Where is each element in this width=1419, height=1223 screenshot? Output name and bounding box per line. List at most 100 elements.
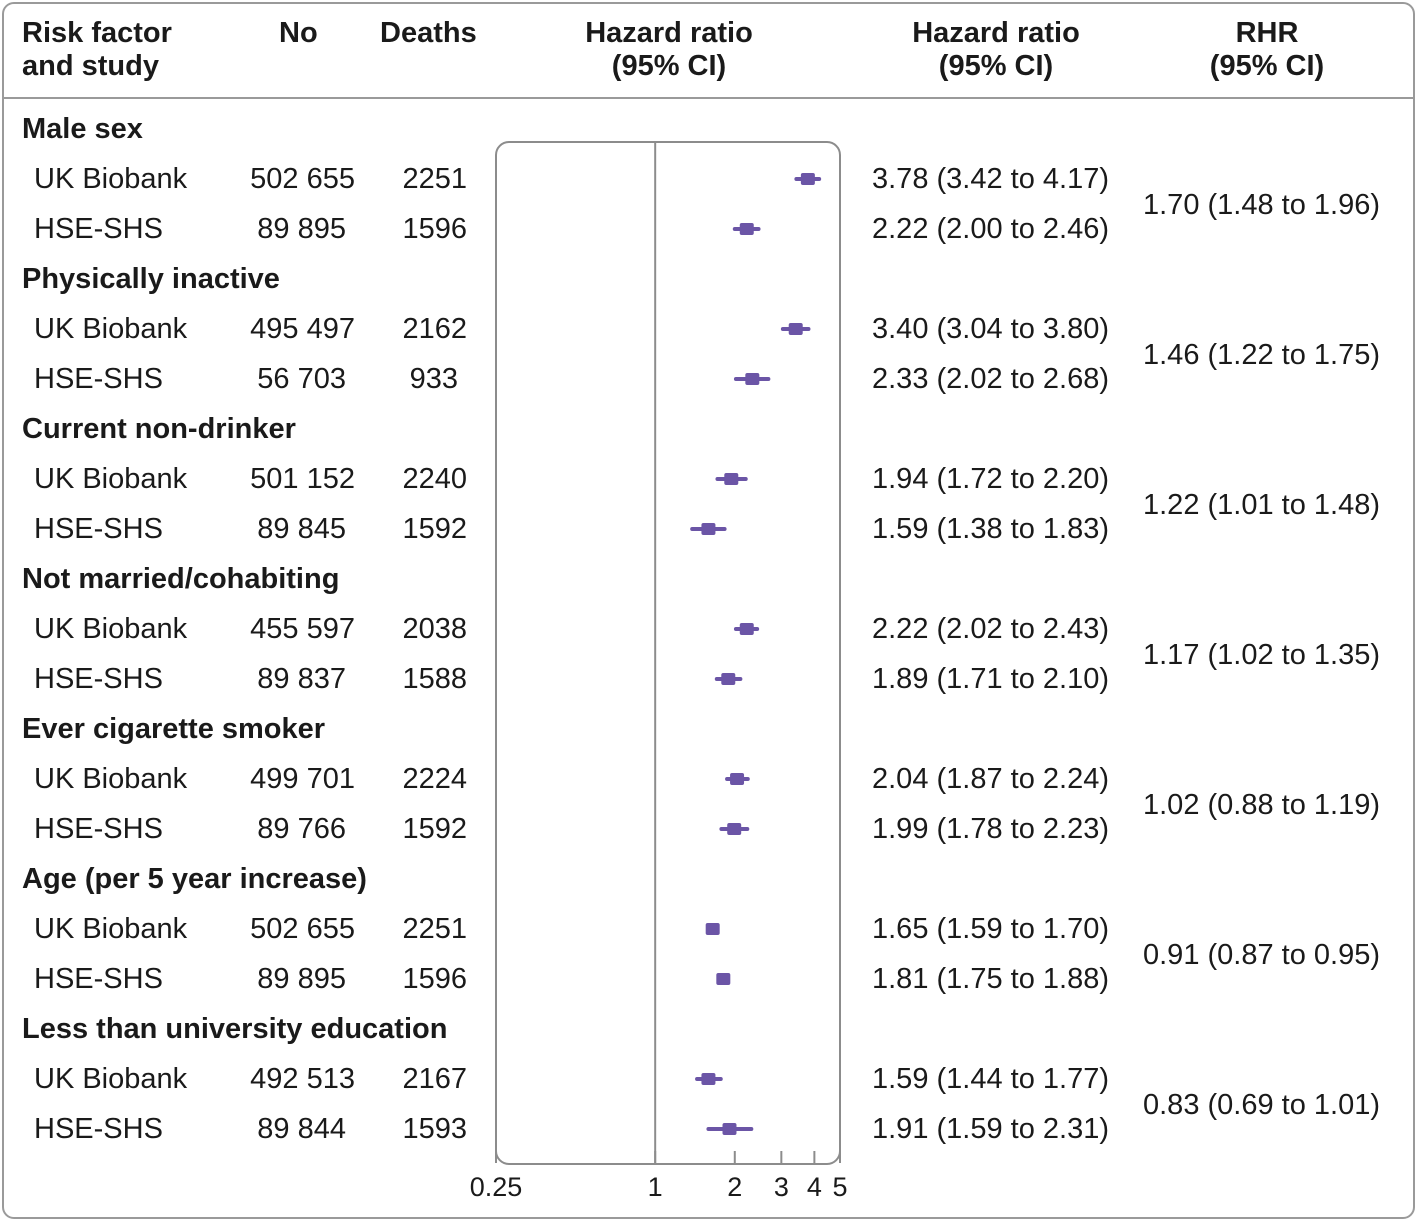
point-estimate-marker — [721, 673, 736, 685]
x-tick-label: 3 — [774, 1172, 789, 1202]
point-estimate-marker — [716, 973, 731, 985]
point-estimate-marker — [745, 373, 760, 385]
header-hr-plot-line1: Hazard ratio — [585, 17, 753, 49]
study-label: HSE-SHS — [34, 1113, 163, 1145]
point-estimate-marker — [727, 823, 742, 835]
point-estimate-marker — [722, 1123, 737, 1135]
x-tick-label: 4 — [807, 1172, 822, 1202]
hr-text: 3.78 (3.42 to 4.17) — [872, 163, 1109, 195]
point-estimate-marker — [724, 473, 739, 485]
n-value: 56 703 — [257, 363, 346, 395]
header-hazard-ratio-text: Hazard ratio (95% CI) — [896, 17, 1096, 83]
study-label: HSE-SHS — [34, 513, 163, 545]
n-value: 502 655 — [250, 163, 355, 195]
deaths-value: 1593 — [402, 1113, 467, 1145]
n-value: 89 837 — [257, 663, 346, 695]
n-value: 492 513 — [250, 1063, 355, 1095]
rhr-value: 0.83 (0.69 to 1.01) — [1143, 1089, 1380, 1121]
header-risk-factor-line2: and study — [22, 50, 159, 82]
group-label: Physically inactive — [22, 263, 280, 295]
header-rhr-line1: RHR — [1235, 17, 1299, 49]
point-estimate-marker — [701, 1073, 716, 1085]
n-value: 89 766 — [257, 813, 346, 845]
hr-text: 1.59 (1.38 to 1.83) — [872, 513, 1109, 545]
deaths-value: 1596 — [402, 963, 467, 995]
deaths-value: 2224 — [402, 763, 467, 795]
study-label: UK Biobank — [34, 763, 188, 795]
deaths-value: 2240 — [402, 463, 467, 495]
n-value: 499 701 — [250, 763, 355, 795]
n-value: 455 597 — [250, 613, 355, 645]
header-rhr: RHR (95% CI) — [1167, 17, 1367, 83]
deaths-value: 1592 — [402, 513, 467, 545]
rhr-value: 0.91 (0.87 to 0.95) — [1143, 939, 1380, 971]
n-value: 501 152 — [250, 463, 355, 495]
study-label: UK Biobank — [34, 313, 188, 345]
study-label: UK Biobank — [34, 913, 188, 945]
point-estimate-marker — [788, 323, 803, 335]
point-estimate-marker — [739, 223, 754, 235]
hr-text: 1.65 (1.59 to 1.70) — [872, 913, 1109, 945]
study-label: HSE-SHS — [34, 813, 163, 845]
hr-text: 1.99 (1.78 to 2.23) — [872, 813, 1109, 845]
point-estimate-marker — [800, 173, 815, 185]
deaths-value: 1588 — [402, 663, 467, 695]
deaths-value: 933 — [409, 363, 458, 395]
rhr-value: 1.22 (1.01 to 1.48) — [1143, 489, 1380, 521]
hr-text: 2.22 (2.00 to 2.46) — [872, 213, 1109, 245]
n-value: 495 497 — [250, 313, 355, 345]
x-tick-label: 5 — [832, 1172, 847, 1202]
group-label: Not married/cohabiting — [22, 563, 340, 595]
hr-text: 3.40 (3.04 to 3.80) — [872, 313, 1109, 345]
deaths-value: 2167 — [402, 1063, 467, 1095]
header-deaths: Deaths — [380, 17, 477, 49]
deaths-value: 1596 — [402, 213, 467, 245]
group-label: Current non-drinker — [22, 413, 296, 445]
rhr-value: 1.46 (1.22 to 1.75) — [1143, 339, 1380, 371]
group-label: Age (per 5 year increase) — [22, 863, 367, 895]
study-label: UK Biobank — [34, 463, 188, 495]
header-divider — [4, 97, 1415, 99]
header-hr-plot-line2: (95% CI) — [611, 50, 727, 82]
study-label: HSE-SHS — [34, 213, 163, 245]
forest-plot-panel — [495, 141, 841, 1165]
rhr-value: 1.02 (0.88 to 1.19) — [1143, 789, 1380, 821]
study-label: UK Biobank — [34, 613, 188, 645]
hr-text: 2.33 (2.02 to 2.68) — [872, 363, 1109, 395]
header-hr-text-line1: Hazard ratio — [912, 17, 1080, 49]
rhr-value: 1.70 (1.48 to 1.96) — [1143, 189, 1380, 221]
n-value: 89 895 — [257, 963, 346, 995]
point-estimate-marker — [730, 773, 745, 785]
n-value: 89 845 — [257, 513, 346, 545]
group-label: Less than university education — [22, 1013, 448, 1045]
x-tick-label: 1 — [648, 1172, 663, 1202]
hr-text: 2.22 (2.02 to 2.43) — [872, 613, 1109, 645]
group-label: Ever cigarette smoker — [22, 713, 326, 745]
n-value: 89 895 — [257, 213, 346, 245]
header-hr-text-line2: (95% CI) — [938, 50, 1054, 82]
header-no: No — [279, 17, 318, 49]
header-risk-factor-line1: Risk factor — [22, 17, 172, 49]
hr-text: 2.04 (1.87 to 2.24) — [872, 763, 1109, 795]
rhr-value: 1.17 (1.02 to 1.35) — [1143, 639, 1380, 671]
header-rhr-line2: (95% CI) — [1209, 50, 1325, 82]
deaths-value: 2251 — [402, 913, 467, 945]
hr-text: 1.81 (1.75 to 1.88) — [872, 963, 1109, 995]
deaths-value: 1592 — [402, 813, 467, 845]
x-tick-label: 2 — [727, 1172, 742, 1202]
study-label: UK Biobank — [34, 1063, 188, 1095]
study-label: HSE-SHS — [34, 663, 163, 695]
study-label: HSE-SHS — [34, 363, 163, 395]
group-label: Male sex — [22, 113, 143, 145]
study-label: HSE-SHS — [34, 963, 163, 995]
deaths-value: 2162 — [402, 313, 467, 345]
point-estimate-marker — [701, 523, 716, 535]
x-tick-label: 0.25 — [470, 1172, 523, 1202]
hr-text: 1.59 (1.44 to 1.77) — [872, 1063, 1109, 1095]
header-hazard-ratio-plot: Hazard ratio (95% CI) — [569, 17, 769, 83]
study-label: UK Biobank — [34, 163, 188, 195]
n-value: 89 844 — [257, 1113, 346, 1145]
n-value: 502 655 — [250, 913, 355, 945]
